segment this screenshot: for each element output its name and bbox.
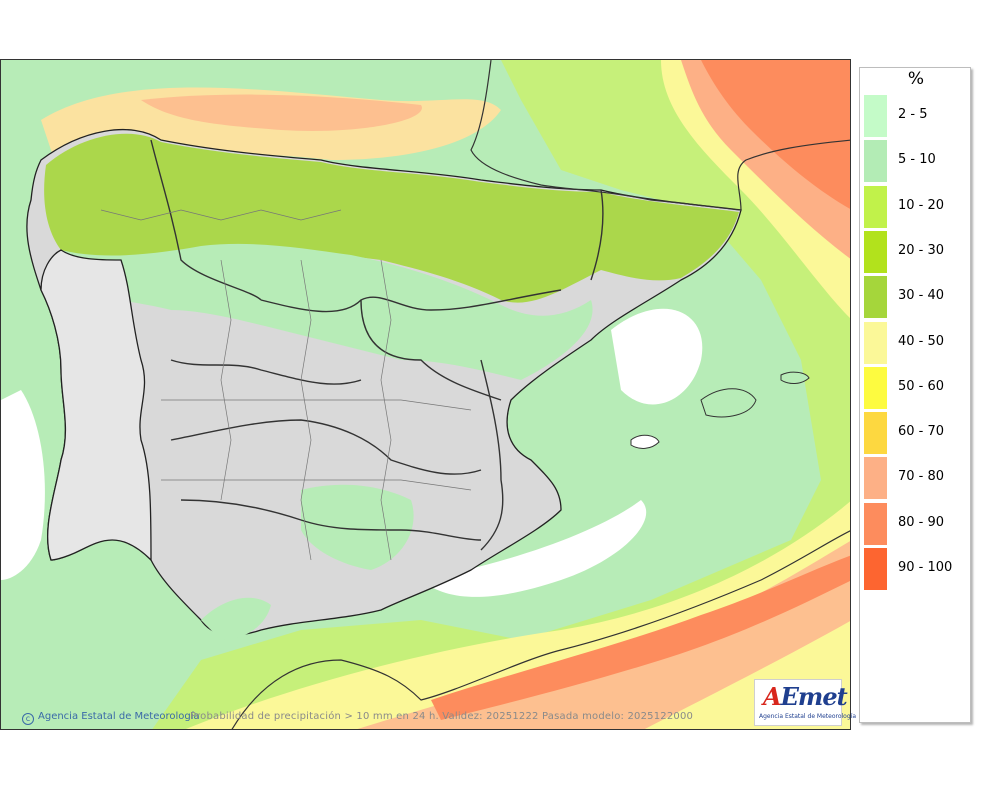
precipitation-probability-map — [0, 59, 851, 730]
legend-label: 40 - 50 — [898, 333, 945, 349]
north-green-zone — [44, 133, 739, 303]
legend-label: 10 - 20 — [898, 197, 945, 213]
legend-item: 10 - 20 — [864, 185, 964, 228]
legend-swatch — [864, 140, 887, 183]
atlantic-clear — [1, 390, 45, 580]
aemet-logo-mark: AEmet — [763, 682, 848, 711]
legend-swatch — [864, 230, 887, 273]
legend-item: 5 - 10 — [864, 140, 964, 183]
aemet-logo-subtitle: Agencia Estatal de Meteorología — [759, 713, 856, 720]
legend-item: 60 - 70 — [864, 412, 964, 455]
legend-swatch — [864, 95, 887, 137]
legend-label: 30 - 40 — [898, 288, 945, 304]
legend-swatch — [864, 457, 887, 500]
legend-item: 90 - 100 — [864, 548, 964, 590]
south-mediterranean-orange — [357, 541, 850, 729]
legend-unit: % — [907, 69, 925, 89]
legend: % 2 - 5 5 - 10 10 - 20 20 - 30 30 - 40 40 - 5… — [859, 67, 971, 723]
legend-label: 2 - 5 — [898, 107, 928, 122]
legend-label: 5 - 10 — [898, 152, 936, 168]
legend-item: 2 - 5 — [864, 95, 964, 137]
legend-item: 70 - 80 — [864, 457, 964, 500]
legend-item: 20 - 30 — [864, 230, 964, 273]
credit-text: Agencia Estatal de Meteorología — [38, 711, 200, 722]
province-borders — [100, 209, 472, 561]
legend-label: 90 - 100 — [898, 560, 953, 575]
legend-swatch — [864, 548, 887, 590]
legend-swatch — [864, 185, 887, 228]
copyright-icon: c — [22, 713, 34, 725]
legend-swatch — [864, 412, 887, 455]
portugal — [40, 249, 152, 562]
cadiz-green — [201, 597, 271, 640]
menorca — [780, 371, 810, 384]
legend-label: 60 - 70 — [898, 424, 945, 440]
alboran-clear — [421, 500, 647, 597]
north-atlantic-core — [141, 94, 422, 131]
north-africa-coast — [231, 530, 850, 729]
legend-label: 70 - 80 — [898, 469, 945, 485]
legend-item: 50 - 60 — [864, 366, 964, 409]
andalusia-green — [301, 484, 414, 570]
legend-label: 20 - 30 — [898, 242, 945, 258]
south-mediterranean-red — [431, 555, 850, 720]
region-borders — [150, 139, 604, 551]
map-canvas — [1, 60, 850, 729]
ibiza — [630, 434, 660, 449]
legend-item: 80 - 90 — [864, 502, 964, 545]
mallorca — [700, 388, 757, 418]
aemet-logo: AEmet Agencia Estatal de Meteorología — [754, 679, 856, 726]
legend-label: 80 - 90 — [898, 514, 945, 530]
legend-swatch — [864, 366, 887, 409]
gulf-lion-red — [701, 60, 850, 209]
legend-swatch — [864, 321, 887, 364]
legend-swatch — [864, 502, 887, 545]
legend-item: 40 - 50 — [864, 321, 964, 364]
map-caption: Probabilidad de precipitación > 10 mm en… — [190, 711, 694, 722]
france-border — [470, 60, 850, 211]
legend-item: 30 - 40 — [864, 276, 964, 319]
legend-swatch — [864, 276, 887, 319]
credit-line: c Agencia Estatal de Meteorología — [22, 711, 200, 725]
legend-label: 50 - 60 — [898, 378, 945, 394]
balearic-sea-clear — [611, 308, 703, 405]
